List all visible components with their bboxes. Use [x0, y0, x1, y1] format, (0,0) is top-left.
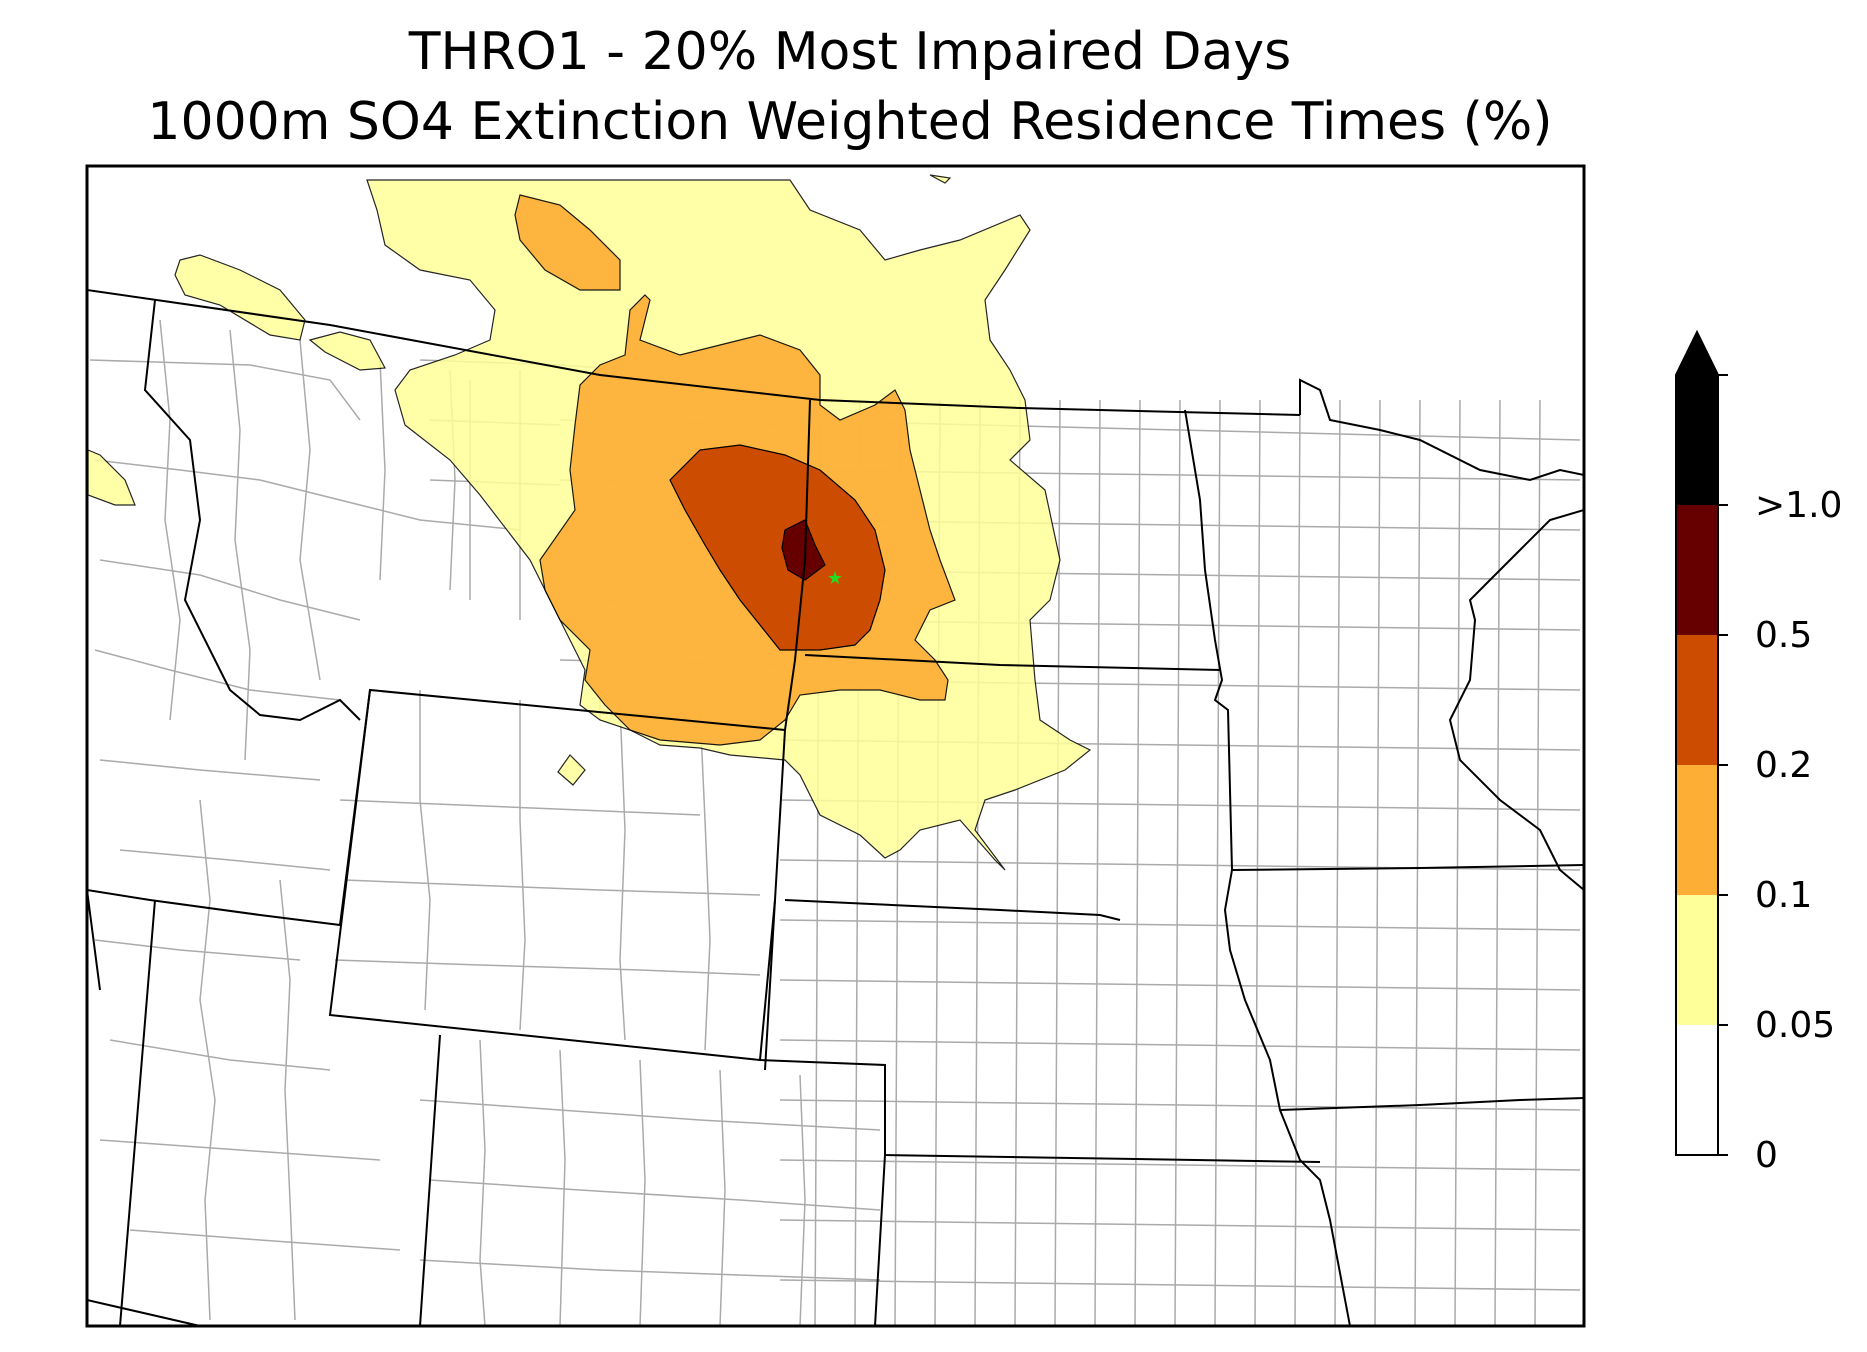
iowa-south: [1279, 1097, 1584, 1111]
colorbar-ticks: [1718, 374, 1728, 1156]
dakota-line: [804, 654, 1221, 671]
map-frame: [85, 164, 1586, 1328]
montana-south-border: [87, 688, 786, 927]
colorbar-label-0.5: 0.5: [1755, 615, 1813, 656]
idaho-montana: [143, 299, 361, 722]
contour-0.05-island-5: [929, 174, 952, 184]
iowa-north: [1231, 864, 1584, 871]
colorbar-bin-0.05: [1676, 895, 1718, 1025]
nd-mn-border: [1184, 409, 1233, 871]
colorado-border: [419, 1034, 886, 1326]
colorbar-label-gt1: >1.0: [1755, 485, 1843, 526]
lower-border: [87, 1299, 201, 1326]
colorbar-label-0.1: 0.1: [1755, 875, 1813, 916]
colorbar-extend-arrow-icon: [1676, 332, 1718, 375]
contours: [87, 174, 1092, 871]
contour-0.05-island-3: [87, 449, 136, 506]
colorbar-bin-0.5: [1676, 505, 1718, 635]
state-boundaries: [87, 289, 1584, 1326]
lake-superior-shore: [1448, 509, 1584, 891]
colorbar-label-0: 0: [1755, 1135, 1778, 1176]
contour-0.05-island-2: [308, 331, 386, 371]
colorbar-bin-0.2: [1676, 635, 1718, 765]
map-title-line2: 1000m SO4 Extinction Weighted Residence …: [147, 92, 1553, 152]
contour-0.1-island: [514, 194, 621, 291]
colorbar-bin-0.1: [1676, 765, 1718, 895]
washington-idaho: [87, 889, 156, 1326]
nebraska-south: [759, 1059, 1321, 1163]
colorbar-bin-0: [1676, 1025, 1718, 1155]
colorbar-label-0.2: 0.2: [1755, 745, 1813, 786]
colorbar-label-0.05: 0.05: [1755, 1005, 1836, 1046]
colorbar-bin-gt1: [1676, 375, 1718, 505]
contour-0.2: [669, 444, 886, 651]
canada-us-border: [87, 289, 1301, 416]
site-marker-icon: ★: [827, 568, 843, 589]
mn-border-north: [1299, 378, 1584, 482]
sd-mn-border: [1223, 869, 1351, 1326]
contour-0.05-island-4: [557, 754, 586, 786]
contour-0.05-island-1: [174, 254, 306, 341]
colorbar: [1675, 329, 1728, 1156]
wyoming-border: [328, 689, 776, 1062]
map-title-line1: THRO1 - 20% Most Impaired Days: [408, 22, 1292, 82]
map-canvas: ★: [87, 174, 1584, 1326]
sd-ne-border: [784, 899, 1121, 921]
